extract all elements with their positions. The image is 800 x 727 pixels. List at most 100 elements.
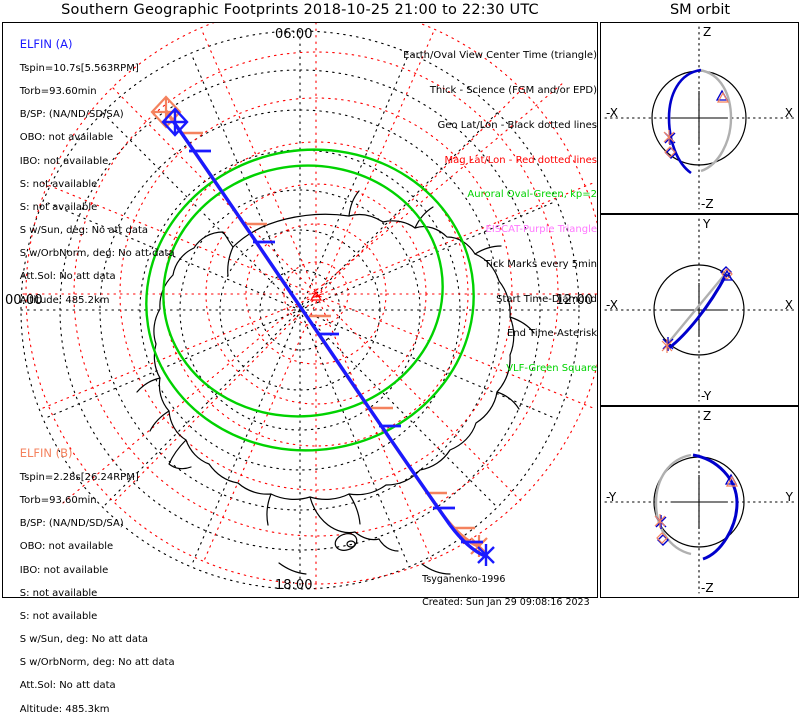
- elfin-a-track: [171, 120, 486, 558]
- orbit-track-xy: [668, 274, 728, 350]
- elfin-b-line-8: S w/OrbNorm, deg: No att data: [19, 657, 175, 669]
- auroral-oval-outer: [145, 148, 475, 452]
- orbit-xy-start-diamond-b: [721, 268, 733, 280]
- elfin-b-line-6: S: not available: [19, 610, 98, 622]
- orbit-xy-end-asterisk-b: [661, 339, 673, 353]
- elfin-b-title: ELFIN (B): [19, 445, 73, 460]
- legend-item-mag-latlon: Mag Lat/Lon - Red dotted lines: [444, 154, 597, 166]
- orbit-xz-label-left: -X: [606, 106, 618, 120]
- orbit-xz-svg: [604, 26, 795, 210]
- elfin-b-line-5: S: not available: [19, 587, 98, 599]
- elfin-a-line-1: Torb=93.60min: [19, 85, 97, 97]
- elfin-a-line-6: S: not available: [19, 201, 98, 213]
- elfin-b-line-9: Att.Sol: No att data: [19, 680, 116, 692]
- legend-item-geo-latlon: Geo Lat/Lon - Black dotted lines: [437, 119, 597, 131]
- orbit-xy-end-asterisk: [662, 337, 674, 351]
- earth-circle-xy: [653, 264, 745, 356]
- elfin-a-line-7: S w/Sun, deg: No att data: [19, 225, 149, 237]
- plot-page: Southern Geographic Footprints 2018-10-2…: [2, 2, 799, 715]
- legend-item-vlf: VLF-Green Square: [506, 363, 597, 375]
- orbit-yz-center-cross: [671, 475, 727, 529]
- legend: Earth/Oval View Center Time (triangle) T…: [403, 27, 597, 398]
- elfin-b-tick-marks: [181, 131, 475, 530]
- elfin-b-line-7: S w/Sun, deg: No att data: [19, 634, 149, 646]
- elfin-a-track-end: [448, 523, 486, 558]
- orbit-track-yz: [692, 453, 739, 561]
- orbit-xy-center-cross: [671, 283, 727, 337]
- orbit-xy-start-diamond: [720, 266, 732, 278]
- orbit-yz-label-right: Y: [785, 490, 793, 504]
- orbit-panel-xy: Y -Y -X X: [600, 214, 799, 406]
- main-polar-plot: 06:00 12:00 18:00 00:00: [2, 22, 598, 598]
- elfin-b-line-3: OBO: not available: [19, 541, 114, 553]
- auroral-oval: [145, 148, 475, 452]
- orbit-panel-xz: Z -Z -X X: [600, 22, 799, 214]
- elfin-b-line-4: IBO: not available: [19, 564, 109, 576]
- elfin-a-line-10: Altitude: 485.2km: [19, 294, 110, 306]
- orbit-yz-end-asterisk-b: [654, 514, 666, 528]
- view-center-triangle: [309, 290, 323, 301]
- orbit-track-xz: [667, 68, 702, 175]
- orbit-xz-label-top: Z: [703, 25, 712, 39]
- elfin-a-info-panel: ELFIN (A) Tspin=10.7s[5.563RPM] Torb=93.…: [7, 27, 175, 318]
- legend-item-end-time: End Time-Asterisk: [506, 328, 597, 340]
- mag-longitude-meridians: [22, 23, 597, 590]
- antarctica-coastline: [136, 190, 535, 575]
- model-name: Tsyganenko-1996: [422, 573, 506, 585]
- orbit-xz-label-bottom: -Z: [701, 197, 714, 211]
- orbit-xz-center-cross: [671, 91, 727, 145]
- orbit-xy-label-top: Y: [703, 217, 711, 231]
- elfin-a-line-9: Att.Sol: No att data: [19, 271, 116, 283]
- orbit-xy-svg: [604, 218, 795, 402]
- orbit-xy-label-left: -X: [606, 298, 618, 312]
- orbit-xz-label-right: X: [784, 106, 793, 120]
- elfin-a-line-2: B/SP: (NA/ND/SD/SA): [19, 109, 124, 121]
- orbit-xy-center-triangle: [720, 269, 734, 281]
- legend-item-tick-marks: Tick Marks every 5min: [484, 258, 597, 270]
- elfin-b-info-panel: ELFIN (B) Tspin=2.28s[26.24RPM] Torb=93.…: [7, 436, 175, 727]
- elfin-a-line-4: IBO: not available: [19, 155, 109, 167]
- orbit-yz-center-triangle-b: [725, 475, 739, 487]
- geo-longitude-meridians: [20, 30, 580, 590]
- elfin-b-line-2: B/SP: (NA/ND/SD/SA): [19, 518, 124, 530]
- elfin-b-line-1: Torb=93.60min: [19, 494, 97, 506]
- elfin-a-tick-marks: [189, 149, 483, 544]
- orbit-yz-label-left: -Y: [606, 490, 617, 504]
- polar-plot-svg: [20, 23, 597, 590]
- orbit-panel-title: SM orbit: [669, 2, 731, 18]
- orbit-yz-label-top: Z: [703, 409, 712, 423]
- elfin-a-line-8: S w/OrbNorm, deg: No att data: [19, 248, 175, 260]
- elfin-a-title: ELFIN (A): [19, 36, 73, 51]
- legend-item-view-center: Earth/Oval View Center Time (triangle): [403, 50, 597, 62]
- clock-label-right: 12:00: [555, 293, 593, 308]
- orbit-xy-label-bottom: -Y: [701, 389, 712, 403]
- elfin-a-start-diamond: [161, 107, 189, 137]
- page-title: Southern Geographic Footprints 2018-10-2…: [61, 2, 539, 18]
- legend-item-thick-science: Thick - Science (FGM and/or EPD): [429, 84, 597, 96]
- clock-label-bottom: 18:00: [275, 578, 313, 593]
- legend-item-start-time: Start Time-Diamond: [496, 293, 597, 305]
- legend-item-auroral-oval: Auroral Oval-Green, kp=2: [467, 189, 597, 201]
- credits: Tsyganenko-1996 Created: Sun Jan 29 09:0…: [410, 562, 590, 620]
- elfin-b-line-0: Tspin=2.28s[26.24RPM]: [19, 471, 139, 483]
- orbit-yz-label-bottom: -Z: [701, 581, 714, 595]
- elfin-a-track-line: [171, 120, 452, 526]
- elfin-a-line-0: Tspin=10.7s[5.563RPM]: [19, 62, 139, 74]
- orbit-yz-start-diamond-b: [656, 532, 668, 544]
- clock-label-top: 06:00: [275, 27, 313, 42]
- elfin-b-line-10: Altitude: 485.3km: [19, 703, 110, 715]
- orbit-yz-svg: [604, 410, 795, 594]
- created-timestamp: Created: Sun Jan 29 09:08:16 2023: [422, 596, 590, 608]
- orbit-shadow-xy: [668, 272, 727, 343]
- legend-item-eiscat: EISCAT-Purple Triangle: [485, 224, 598, 236]
- orbit-xz-end-asterisk-b: [663, 130, 675, 144]
- auroral-oval-inner: [162, 164, 444, 418]
- orbit-panel-yz: Z -Z -Y Y: [600, 406, 799, 598]
- orbit-xz-center-triangle-b: [716, 91, 730, 103]
- orbit-shadow-yz: [654, 453, 692, 556]
- clock-label-left: 00:00: [5, 293, 43, 308]
- elfin-a-end-asterisk: [477, 544, 495, 566]
- elfin-a-line-5: S: not available: [19, 178, 98, 190]
- orbit-xz-start-diamond-b: [664, 146, 676, 158]
- elfin-a-line-3: OBO: not available: [19, 132, 114, 144]
